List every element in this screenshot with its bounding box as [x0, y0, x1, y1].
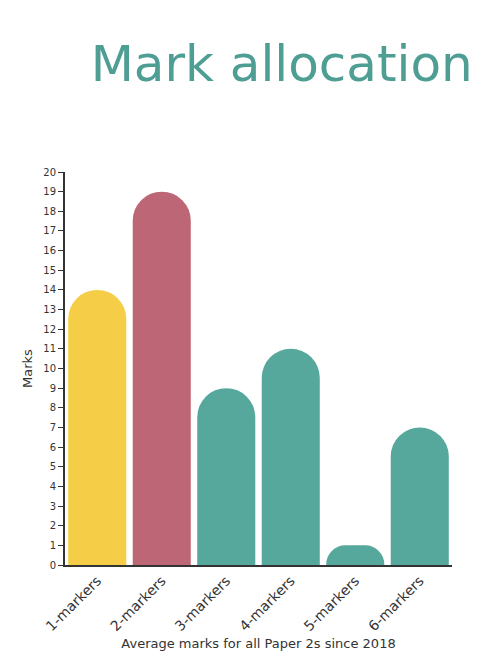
svg-text:Marks: Marks [20, 349, 35, 388]
svg-text:19: 19 [43, 186, 56, 197]
svg-text:11: 11 [43, 343, 56, 354]
svg-text:4: 4 [50, 481, 56, 492]
svg-text:6: 6 [50, 442, 56, 453]
svg-text:2-markers: 2-markers [107, 573, 169, 635]
svg-text:0: 0 [50, 560, 56, 571]
svg-text:6-markers: 6-markers [365, 573, 427, 635]
svg-text:15: 15 [43, 265, 56, 276]
svg-text:5-markers: 5-markers [301, 573, 363, 635]
svg-text:Average marks for all Paper 2s: Average marks for all Paper 2s since 201… [121, 636, 395, 651]
svg-text:20: 20 [43, 167, 56, 178]
svg-text:12: 12 [43, 324, 56, 335]
svg-text:9: 9 [50, 383, 56, 394]
svg-text:8: 8 [50, 402, 56, 413]
svg-text:1: 1 [50, 540, 56, 551]
svg-text:3: 3 [50, 501, 56, 512]
svg-text:17: 17 [43, 225, 56, 236]
svg-text:Mark allocation: Mark allocation [91, 35, 473, 93]
svg-text:14: 14 [43, 284, 56, 295]
svg-text:18: 18 [43, 206, 56, 217]
svg-text:13: 13 [43, 304, 56, 315]
svg-text:2: 2 [50, 520, 56, 531]
svg-text:1-markers: 1-markers [43, 573, 105, 635]
svg-text:4-markers: 4-markers [236, 573, 298, 635]
svg-text:16: 16 [43, 245, 56, 256]
svg-text:10: 10 [43, 363, 56, 374]
svg-text:5: 5 [50, 461, 56, 472]
svg-text:3-markers: 3-markers [172, 573, 234, 635]
svg-text:7: 7 [50, 422, 56, 433]
